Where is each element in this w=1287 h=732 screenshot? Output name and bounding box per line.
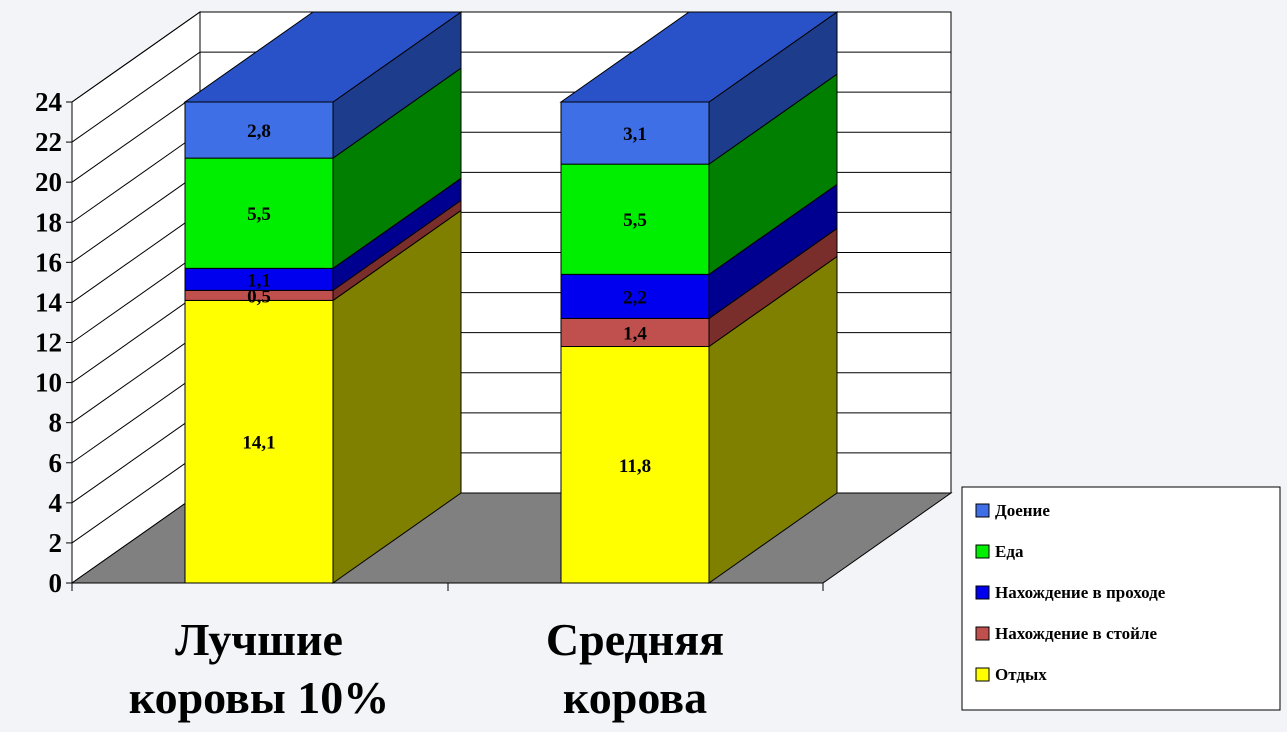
bar-top-0 (183, 11, 463, 103)
data-label: 2,2 (623, 287, 647, 308)
category-label: корова (563, 672, 707, 723)
y-tick-label: 4 (49, 488, 63, 518)
side-gridline (71, 452, 201, 544)
bar-segment-1-2 (560, 273, 710, 319)
data-label: 5,5 (247, 204, 271, 225)
legend-box (961, 486, 1281, 711)
side-gridline (71, 412, 201, 504)
side-gridline (71, 332, 201, 424)
side-gridline (71, 131, 201, 223)
category-label: Средняя (546, 614, 724, 665)
side-gridline (71, 292, 201, 383)
data-label: 14,1 (242, 433, 275, 454)
y-tick-label: 2 (49, 528, 63, 558)
data-label: 3,1 (623, 124, 647, 145)
category-label: Лучшие (175, 614, 343, 665)
bar-segment-1-4 (560, 101, 710, 165)
y-tick-label: 0 (49, 568, 63, 598)
y-tick-label: 16 (35, 247, 62, 277)
data-label: 2,8 (247, 121, 271, 142)
side-gridline (71, 171, 201, 263)
legend-item-label: Еда (995, 542, 1024, 561)
legend-item-label: Нахождение в проходе (995, 583, 1166, 602)
y-tick-label: 20 (35, 167, 62, 197)
bar-segment-1-1 (560, 317, 710, 348)
bar-segment-0-0 (184, 299, 334, 584)
legend-swatch (975, 667, 990, 682)
data-label: 5,5 (623, 210, 647, 231)
y-tick-label: 24 (35, 87, 62, 117)
y-tick-label: 22 (35, 127, 62, 157)
side-gridline (71, 212, 201, 303)
legend-swatch (975, 544, 990, 559)
side-gridline (71, 51, 201, 143)
category-label: коровы 10% (129, 672, 390, 723)
data-label: 0,5 (247, 286, 271, 307)
data-label: 1,4 (623, 323, 647, 344)
y-tick-label: 12 (35, 328, 62, 358)
side-gridline (71, 91, 201, 183)
bar-segment-0-3 (184, 157, 334, 269)
data-label: 1,1 (247, 270, 271, 291)
legend-swatch (975, 585, 990, 600)
bar-top-1 (559, 11, 839, 103)
y-tick-label: 18 (35, 207, 62, 237)
side-gridline (71, 11, 201, 103)
legend-item-label: Отдых (995, 665, 1047, 684)
data-label: 11,8 (619, 456, 651, 477)
bar-segment-0-4 (184, 101, 334, 159)
side-gridline (71, 372, 201, 464)
legend-item-label: Доение (995, 501, 1050, 520)
y-tick-label: 8 (49, 408, 63, 438)
legend-swatch (975, 626, 990, 641)
side-gridline (71, 252, 201, 343)
bar-segment-1-0 (560, 346, 710, 584)
y-tick-label: 6 (49, 448, 63, 478)
legend-item-label: Нахождение в стойле (995, 624, 1157, 643)
y-tick-label: 14 (35, 287, 62, 317)
y-tick-label: 10 (35, 368, 62, 398)
legend-swatch (975, 503, 990, 518)
